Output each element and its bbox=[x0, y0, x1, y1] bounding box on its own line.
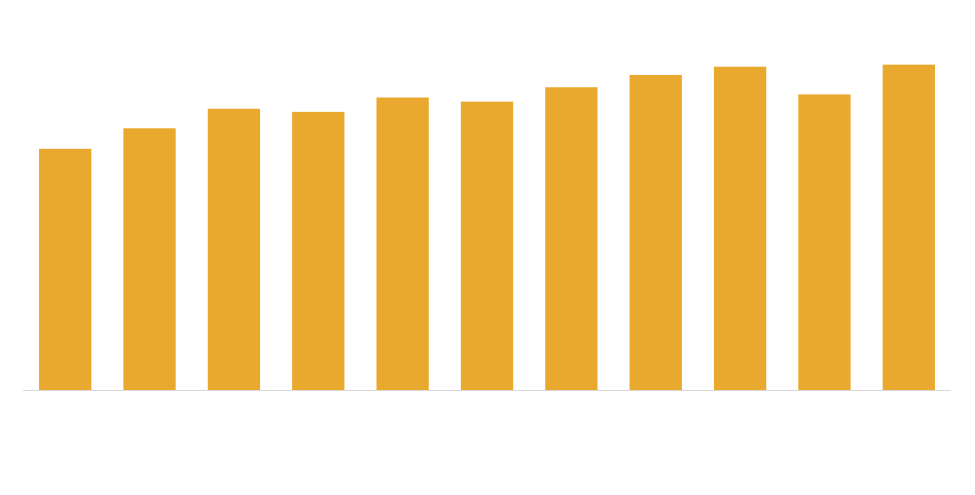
bar-1 bbox=[39, 148, 92, 390]
bar-2 bbox=[123, 128, 176, 391]
bar-8 bbox=[629, 74, 682, 391]
bar-7 bbox=[545, 87, 598, 391]
bar-3 bbox=[207, 108, 261, 390]
bar-5 bbox=[376, 97, 429, 390]
bars-group bbox=[39, 64, 935, 391]
bar-4 bbox=[292, 111, 345, 391]
bar-11 bbox=[882, 64, 935, 390]
bar-6 bbox=[460, 101, 514, 391]
bar-10 bbox=[798, 94, 851, 391]
bar-9 bbox=[713, 66, 767, 391]
